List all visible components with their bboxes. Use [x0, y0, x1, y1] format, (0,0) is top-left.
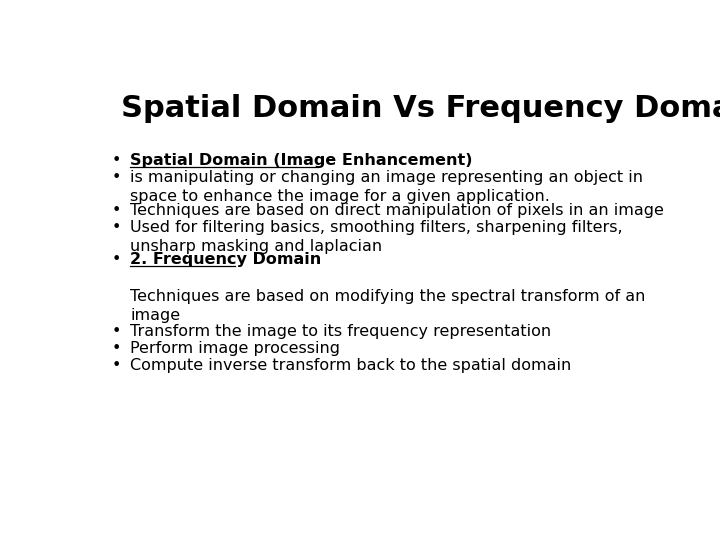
Text: Techniques are based on direct manipulation of pixels in an image: Techniques are based on direct manipulat…	[130, 202, 664, 218]
Text: •: •	[112, 202, 121, 218]
Text: 2. Frequency Domain: 2. Frequency Domain	[130, 252, 322, 267]
Text: •: •	[112, 358, 121, 373]
Text: Compute inverse transform back to the spatial domain: Compute inverse transform back to the sp…	[130, 358, 572, 373]
Text: •: •	[112, 170, 121, 185]
Text: •: •	[112, 325, 121, 339]
Text: Used for filtering basics, smoothing filters, sharpening filters,
unsharp maskin: Used for filtering basics, smoothing fil…	[130, 220, 623, 254]
Text: Techniques are based on modifying the spectral transform of an
image: Techniques are based on modifying the sp…	[130, 289, 646, 323]
Text: •: •	[112, 341, 121, 356]
Text: Spatial Domain Vs Frequency Domain: Spatial Domain Vs Frequency Domain	[121, 94, 720, 123]
Text: is manipulating or changing an image representing an object in
space to enhance : is manipulating or changing an image rep…	[130, 170, 643, 205]
Text: Spatial Domain (Image Enhancement): Spatial Domain (Image Enhancement)	[130, 153, 473, 168]
Text: •: •	[112, 220, 121, 234]
Text: •: •	[112, 153, 121, 168]
Text: Transform the image to its frequency representation: Transform the image to its frequency rep…	[130, 325, 552, 339]
Text: •: •	[112, 252, 121, 267]
Text: Perform image processing: Perform image processing	[130, 341, 341, 356]
